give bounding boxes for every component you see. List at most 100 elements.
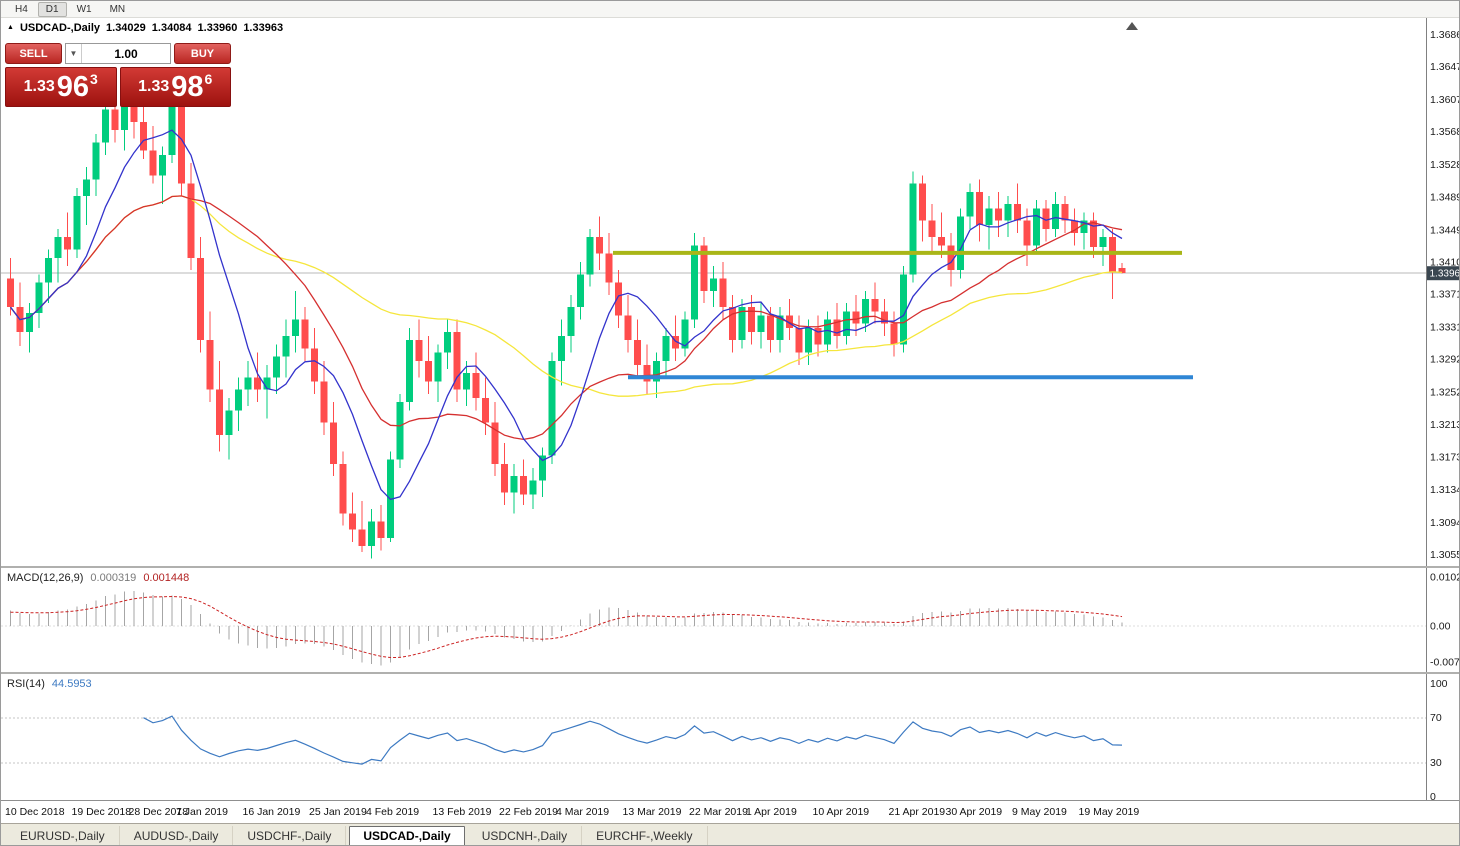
date-label: 13 Feb 2019 — [432, 806, 492, 818]
price-tick-label: 1.34490 — [1430, 224, 1460, 236]
date-label: 21 Apr 2019 — [888, 806, 946, 818]
price-tick-label: 1.32520 — [1430, 387, 1460, 399]
one-click-trading-panel: SELL ▼ 1.00 BUY 1.33 96 3 1.33 98 6 — [5, 43, 231, 107]
date-label: 22 Feb 2019 — [499, 806, 558, 818]
date-label: 10 Dec 2018 — [5, 806, 65, 818]
price-tick-label: 1.34100 — [1430, 256, 1460, 268]
ma-mid-line[interactable] — [9, 195, 1123, 441]
chart-shift-marker-icon[interactable] — [1126, 22, 1138, 30]
ohlc-close: 1.33963 — [243, 22, 284, 34]
macd-indicator-label: MACD(12,26,9) 0.000319 0.001448 — [7, 572, 189, 584]
date-label: 4 Mar 2019 — [556, 806, 610, 818]
chart-tab-bar: EURUSD-,Daily AUDUSD-,Daily USDCHF-,Daily U… — [1, 823, 1459, 845]
price-tick-label: 1.33710 — [1430, 289, 1460, 301]
macd-histogram — [10, 590, 1123, 666]
macd-name: MACD(12,26,9) — [7, 572, 84, 584]
chart-tab-usdchf-daily[interactable]: USDCHF-,Daily — [233, 825, 347, 845]
macd-tick-label: -0.00747 — [1430, 657, 1460, 669]
macd-tick-label: 0.00 — [1430, 621, 1451, 633]
rsi-panel-canvas[interactable]: 100 70 30 0 — [1, 674, 1460, 800]
date-label: 22 Mar 2019 — [689, 806, 748, 818]
candles-layer — [7, 68, 1126, 559]
panel-splitter[interactable] — [1, 672, 1459, 674]
date-label: 13 Mar 2019 — [622, 806, 682, 818]
bid-quote-button[interactable]: 1.33 96 3 — [5, 67, 117, 107]
price-tick-label: 1.30550 — [1430, 549, 1460, 561]
timeframe-button-d1[interactable]: D1 — [37, 1, 67, 17]
price-tick-label: 1.36860 — [1430, 29, 1460, 41]
ohlc-open: 1.34029 — [106, 22, 146, 34]
timeframe-toolbar: H4 D1 W1 MN — [1, 1, 1459, 18]
chart-tab-usdcad-daily[interactable]: USDCAD-,Daily — [349, 825, 465, 845]
price-tick-label: 1.36070 — [1430, 94, 1460, 106]
price-axis-ticks: 1.36860 1.36470 1.36070 1.35680 1.35280 1.348… — [1430, 29, 1460, 561]
date-label: 7 Jan 2019 — [176, 806, 228, 818]
price-tick-label: 1.32130 — [1430, 419, 1460, 431]
chart-tab-audusd-daily[interactable]: AUDUSD-,Daily — [120, 825, 234, 845]
price-tick-label: 1.36470 — [1430, 61, 1460, 73]
rsi-line — [143, 715, 1123, 765]
rsi-tick-label: 0 — [1430, 791, 1436, 800]
date-label: 10 Apr 2019 — [812, 806, 870, 818]
date-label: 19 Dec 2018 — [71, 806, 132, 818]
chart-tab-eurusd-daily[interactable]: EURUSD-,Daily — [6, 825, 120, 845]
ohlc-high: 1.34084 — [151, 22, 192, 34]
rsi-tick-label: 30 — [1430, 757, 1442, 769]
timeframe-button-mn[interactable]: MN — [109, 3, 126, 15]
main-chart-canvas[interactable]: 1.36860 1.36470 1.36070 1.35680 1.35280 1.348… — [1, 18, 1460, 566]
price-tick-label: 1.32920 — [1430, 354, 1460, 366]
rsi-tick-label: 70 — [1430, 712, 1442, 724]
current-price-tag — [1427, 266, 1459, 281]
symbol-label: USDCAD-,Daily — [19, 22, 101, 34]
sell-button[interactable]: SELL — [5, 43, 62, 64]
date-label: 9 May 2019 — [1012, 806, 1067, 818]
ask-price-big: 98 — [171, 70, 204, 103]
price-tick-label: 1.31340 — [1430, 484, 1460, 496]
price-tick-label: 1.33310 — [1430, 322, 1460, 334]
date-label: 4 Feb 2019 — [366, 806, 420, 818]
timeframe-button-h4[interactable]: H4 — [15, 3, 28, 15]
date-label: 1 Apr 2019 — [746, 806, 797, 818]
ask-price-sup: 6 — [204, 71, 213, 87]
ma-slow-line[interactable] — [9, 195, 1123, 397]
rsi-value: 44.5953 — [51, 678, 92, 690]
price-tick-label: 1.30940 — [1430, 517, 1460, 529]
date-label: 28 Dec 2018 — [128, 806, 189, 818]
chart-symbol-ohlc: ▲ USDCAD-,Daily 1.34029 1.34084 1.33960 … — [7, 22, 283, 34]
price-tick-label: 1.34890 — [1430, 191, 1460, 203]
timeframe-button-w1[interactable]: W1 — [76, 3, 92, 15]
panel-splitter[interactable] — [1, 566, 1459, 568]
chart-tab-usdcnh-daily[interactable]: USDCNH-,Daily — [468, 825, 583, 845]
date-label: 25 Jan 2019 — [309, 806, 367, 818]
bid-price-base: 1.33 — [23, 78, 55, 95]
macd-panel-canvas[interactable]: 0.01022 0.00 -0.00747 — [1, 568, 1460, 672]
volume-field[interactable]: ▼ 1.00 — [65, 43, 171, 64]
ask-quote-button[interactable]: 1.33 98 6 — [119, 67, 231, 107]
bid-price-big: 96 — [56, 70, 90, 103]
macd-tick-label: 0.01022 — [1430, 572, 1460, 584]
ohlc-low: 1.33960 — [197, 22, 238, 34]
macd-signal-line — [10, 595, 1123, 659]
volume-dropdown-icon[interactable]: ▼ — [66, 44, 82, 63]
macd-signal-value: 0.001448 — [143, 572, 190, 584]
buy-button[interactable]: BUY — [174, 43, 231, 64]
date-label: 19 May 2019 — [1078, 806, 1140, 818]
date-label: 30 Apr 2019 — [945, 806, 1003, 818]
chart-tab-eurchf-weekly[interactable]: EURCHF-,Weekly — [582, 825, 708, 845]
price-tick-label: 1.35280 — [1430, 159, 1460, 171]
rsi-name: RSI(14) — [7, 678, 45, 690]
current-price-tag-label: 1.33963 — [1430, 269, 1460, 280]
ma-fast-line[interactable] — [9, 129, 1123, 501]
macd-value: 0.000319 — [90, 572, 137, 584]
price-tick-label: 1.35680 — [1430, 126, 1460, 138]
rsi-indicator-label: RSI(14) 44.5953 — [7, 678, 92, 690]
volume-value: 1.00 — [114, 46, 138, 61]
ask-price-base: 1.33 — [138, 78, 170, 95]
date-axis[interactable]: 10 Dec 2018 19 Dec 2018 28 Dec 2018 7 Jan 2… — [1, 800, 1459, 823]
price-tick-label: 1.31730 — [1430, 452, 1460, 464]
collapse-arrow-icon[interactable]: ▲ — [7, 23, 14, 31]
rsi-tick-label: 100 — [1430, 678, 1448, 690]
bid-price-sup: 3 — [90, 71, 98, 87]
date-label: 16 Jan 2019 — [242, 806, 301, 818]
